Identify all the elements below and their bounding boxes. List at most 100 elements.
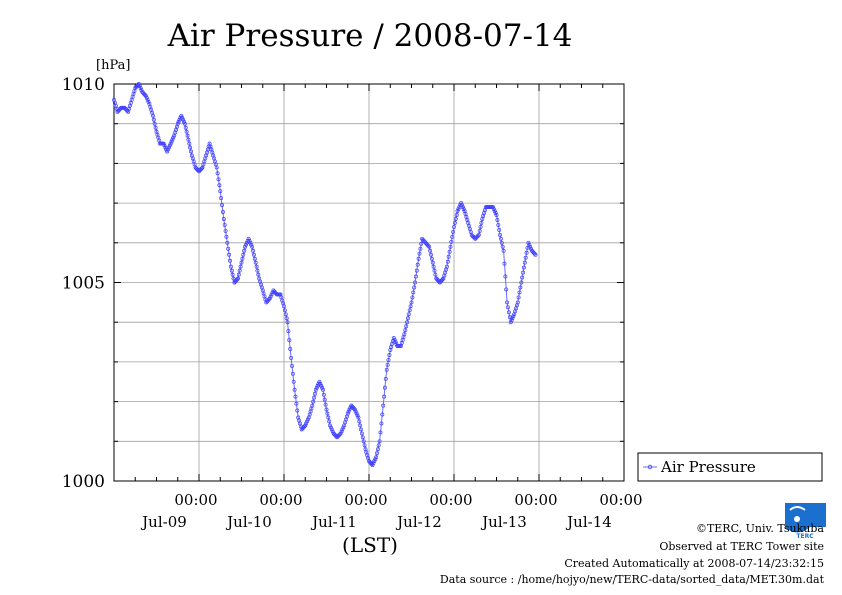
data-point: [456, 207, 461, 212]
data-point: [493, 211, 498, 215]
data-point: [358, 423, 363, 428]
data-point: [304, 421, 309, 426]
data-point: [177, 117, 182, 122]
data-point: [417, 251, 422, 256]
data-point: [414, 268, 419, 273]
data-point: [499, 240, 504, 245]
data-point: [528, 244, 533, 249]
data-point: [229, 268, 234, 273]
data-point: [503, 274, 508, 279]
data-point: [146, 99, 151, 104]
data-point: [521, 270, 526, 275]
data-point: [327, 419, 332, 424]
data-point: [184, 129, 189, 134]
data-point: [153, 125, 158, 130]
data-point: [346, 409, 351, 414]
data-point: [505, 300, 510, 305]
data-point: [322, 397, 327, 402]
data-point: [506, 305, 510, 310]
data-point: [162, 143, 167, 148]
footer-source: Data source : /home/hojyo/new/TERC-data/…: [440, 573, 825, 586]
data-point: [524, 250, 529, 255]
data-point: [521, 265, 526, 270]
data-point: [136, 82, 141, 86]
data-point: [404, 324, 409, 329]
data-point: [405, 320, 410, 325]
data-point: [330, 429, 335, 434]
data-point: [151, 117, 156, 122]
data-point: [164, 147, 169, 152]
data-point: [151, 113, 155, 118]
data-point: [453, 217, 458, 221]
data-point: [290, 371, 295, 376]
data-point: [219, 196, 224, 201]
data-point: [145, 97, 150, 102]
data-point: [214, 165, 219, 170]
data-point: [188, 145, 193, 150]
terc-logo-wave: [789, 506, 806, 511]
data-point: [250, 244, 255, 249]
data-point: [288, 347, 293, 351]
data-point: [410, 295, 415, 300]
data-point: [345, 411, 350, 416]
data-point: [337, 432, 342, 437]
data-point: [161, 141, 166, 146]
data-point: [228, 258, 232, 263]
data-point: [318, 381, 323, 386]
data-point: [379, 421, 384, 426]
data-point: [362, 443, 367, 448]
data-point: [440, 277, 445, 282]
x-tick-time-label: 00:00: [514, 491, 557, 509]
data-point: [375, 447, 380, 452]
data-point: [382, 394, 387, 399]
data-point: [479, 220, 484, 225]
data-point: [236, 272, 241, 277]
data-point: [526, 240, 531, 245]
data-point: [167, 143, 172, 148]
legend: Air Pressure: [637, 452, 823, 482]
data-point: [374, 455, 379, 460]
data-point: [226, 246, 231, 251]
terc-logo-panel: [810, 503, 826, 527]
y-axis-ticks: 1000 1005 1010: [62, 75, 624, 492]
data-point: [378, 430, 383, 435]
data-point: [224, 234, 229, 239]
footer-observed: Observed at TERC Tower site: [659, 540, 824, 553]
data-point: [380, 412, 385, 417]
data-point: [189, 149, 193, 154]
data-point: [268, 294, 273, 299]
data-point: [428, 248, 433, 253]
data-point: [418, 246, 423, 251]
data-point: [432, 268, 437, 273]
data-point: [357, 419, 362, 424]
data-point: [375, 451, 379, 456]
data-point: [294, 401, 299, 406]
data-point: [510, 316, 515, 321]
data-point: [222, 222, 227, 227]
data-point: [181, 117, 186, 122]
data-point: [500, 244, 505, 249]
x-tick-time-label: 00:00: [599, 491, 642, 509]
data-point: [523, 255, 528, 260]
series-line-air-pressure: [113, 83, 536, 467]
y-tick-label: 1000: [62, 472, 105, 492]
data-point: [402, 332, 407, 337]
data-point: [242, 248, 247, 253]
data-point: [447, 249, 452, 254]
data-point: [320, 385, 325, 390]
data-point: [235, 277, 240, 282]
x-tick-date-label: Jul-11: [310, 513, 357, 531]
data-point: [328, 425, 333, 430]
data-point: [311, 399, 316, 404]
data-point: [183, 125, 188, 130]
data-point: [458, 203, 463, 208]
data-point: [225, 240, 230, 245]
data-point: [324, 407, 329, 412]
data-point: [240, 256, 245, 261]
data-point: [175, 121, 180, 126]
data-point: [289, 355, 294, 360]
data-point: [449, 239, 454, 244]
data-point: [376, 443, 381, 448]
data-point: [495, 218, 500, 222]
data-point: [427, 244, 432, 249]
